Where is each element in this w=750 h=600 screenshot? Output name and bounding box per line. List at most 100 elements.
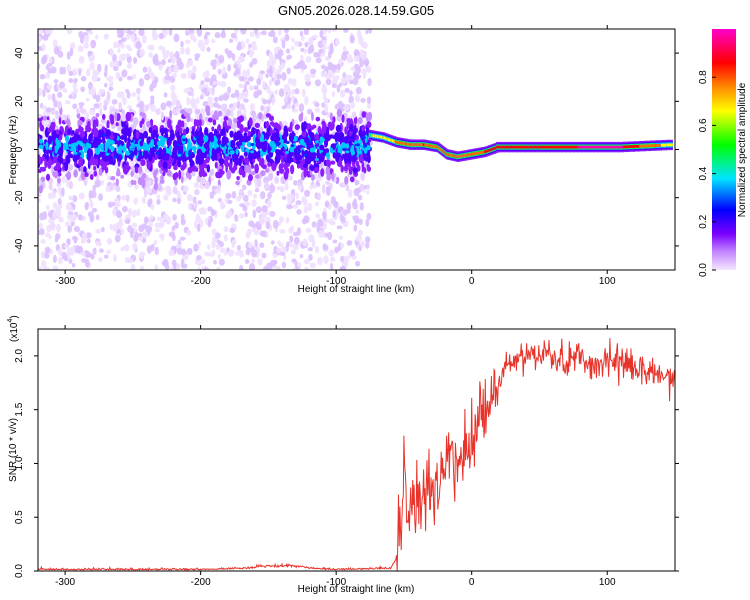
- spectrogram-cell: [95, 94, 101, 103]
- spectrogram-cell: [176, 134, 182, 143]
- spectrogram-cell: [252, 209, 257, 219]
- spectrogram-cell: [239, 264, 244, 270]
- spectrogram-cell: [360, 240, 365, 248]
- spectrogram-cell: [244, 164, 249, 174]
- spectrogram-cell: [251, 258, 256, 264]
- spectrogram-cell: [266, 99, 272, 105]
- spectrogram-cell: [219, 201, 225, 210]
- spectrogram-cell: [248, 263, 256, 270]
- spectrogram-cell: [149, 98, 155, 106]
- spectrogram-cell: [267, 144, 271, 154]
- spectrogram-cell: [196, 223, 201, 232]
- spectrogram-cell: [278, 145, 283, 149]
- spectrogram-cell: [177, 153, 182, 157]
- spectrogram-cell: [97, 63, 102, 73]
- spectrogram-cell: [223, 147, 226, 154]
- spectrogram-cell: [352, 132, 357, 140]
- spectrogram-cell: [194, 119, 201, 127]
- spectrogram-cell: [197, 158, 201, 165]
- spectrogram-cell: [176, 197, 182, 205]
- spectrogram-cell: [274, 89, 279, 96]
- spectrogram-cell: [349, 123, 354, 132]
- ridge-cell: [477, 151, 480, 155]
- spectrogram-cell: [169, 151, 173, 156]
- colorbar-gradient: [712, 29, 736, 270]
- spectrogram-cell: [135, 41, 142, 50]
- spectrogram-cell: [142, 66, 148, 73]
- spectrogram-cell: [342, 72, 347, 79]
- spectrogram-cell: [71, 213, 77, 222]
- spectrogram-cell: [206, 47, 211, 53]
- spectrogram-cell: [351, 154, 357, 163]
- spectrogram-cell: [143, 150, 149, 160]
- spectrogram-cell: [79, 105, 83, 110]
- ridge-cell: [577, 145, 583, 149]
- spectrogram-cell: [84, 258, 90, 268]
- ridge-cell: [428, 144, 431, 148]
- ridge-cell: [416, 143, 419, 147]
- spectrogram-cell: [172, 197, 177, 203]
- spectrogram-cell: [73, 151, 78, 155]
- spectrogram-cell: [168, 67, 173, 75]
- spectrogram-cell: [68, 78, 74, 84]
- spectrogram-cell: [211, 240, 216, 249]
- spectrogram-cell: [113, 66, 119, 72]
- spectrogram-cell: [46, 152, 49, 162]
- spectrogram-cell: [354, 94, 361, 103]
- spectrogram-cell: [281, 195, 287, 201]
- spectrogram-cell: [302, 125, 306, 133]
- snr-y-label: SNR (10 * v/v): [8, 418, 19, 482]
- spectrogram-cell: [226, 142, 231, 146]
- spectrogram-cell: [331, 90, 335, 98]
- spectrogram-cell: [57, 186, 62, 195]
- spectrogram-cell: [93, 165, 97, 171]
- spectrogram-cell: [45, 71, 51, 79]
- spectrogram-cell: [48, 29, 54, 35]
- ridge-cell: [585, 145, 591, 149]
- spectrogram-cell: [279, 228, 286, 234]
- spectrogram-cell: [88, 30, 94, 35]
- spectrogram-cell: [47, 94, 52, 101]
- spectrogram-cell: [200, 177, 204, 188]
- spectrogram-cell: [154, 264, 159, 270]
- spectrogram-cell: [223, 226, 229, 233]
- spectrogram-cell: [160, 174, 164, 182]
- spectrogram-cell: [302, 142, 307, 146]
- spectrogram-cell: [243, 98, 249, 103]
- spectrogram-cell: [71, 69, 78, 75]
- ridge-cell: [589, 145, 595, 149]
- spectrogram-cell: [116, 91, 123, 98]
- spectrogram-cell: [238, 166, 243, 176]
- spectrogram-cell: [249, 31, 255, 38]
- spectrogram-cell: [315, 213, 321, 219]
- spectrogram-cell: [156, 182, 163, 192]
- spectrogram-cell: [359, 49, 365, 56]
- spectrogram-cell: [197, 200, 203, 205]
- spectrogram-cell: [121, 205, 128, 213]
- ridge-cell: [485, 150, 488, 153]
- ridge-cell: [633, 144, 641, 148]
- spectrogram-cell: [359, 150, 363, 155]
- spectrogram-cell: [78, 102, 85, 107]
- spectrogram-cell: [38, 135, 41, 141]
- spectrogram-cell: [104, 82, 108, 88]
- spectrogram-cell: [294, 40, 299, 47]
- spectrogram-cell: [319, 144, 325, 151]
- ridge-cell: [605, 145, 612, 149]
- spectrogram-cell: [281, 72, 287, 81]
- spectrogram-cell: [205, 105, 211, 114]
- spectrogram-cell: [224, 162, 231, 167]
- spectrogram-cell: [160, 102, 167, 111]
- spectrogram-cell: [199, 126, 203, 135]
- spectrogram-cell: [38, 87, 43, 97]
- spectrogram-cell: [203, 34, 208, 40]
- ridge-cell: [389, 138, 392, 142]
- spectrogram-cell: [136, 94, 141, 103]
- ridge-cell: [432, 144, 436, 148]
- spectrogram-cell: [38, 46, 43, 52]
- spectrogram-cell: [214, 53, 219, 59]
- spectrogram-cell: [189, 118, 194, 123]
- spectrogram-cell: [240, 144, 245, 152]
- spectrogram-cell: [237, 120, 241, 129]
- spectrogram-cell: [121, 194, 127, 201]
